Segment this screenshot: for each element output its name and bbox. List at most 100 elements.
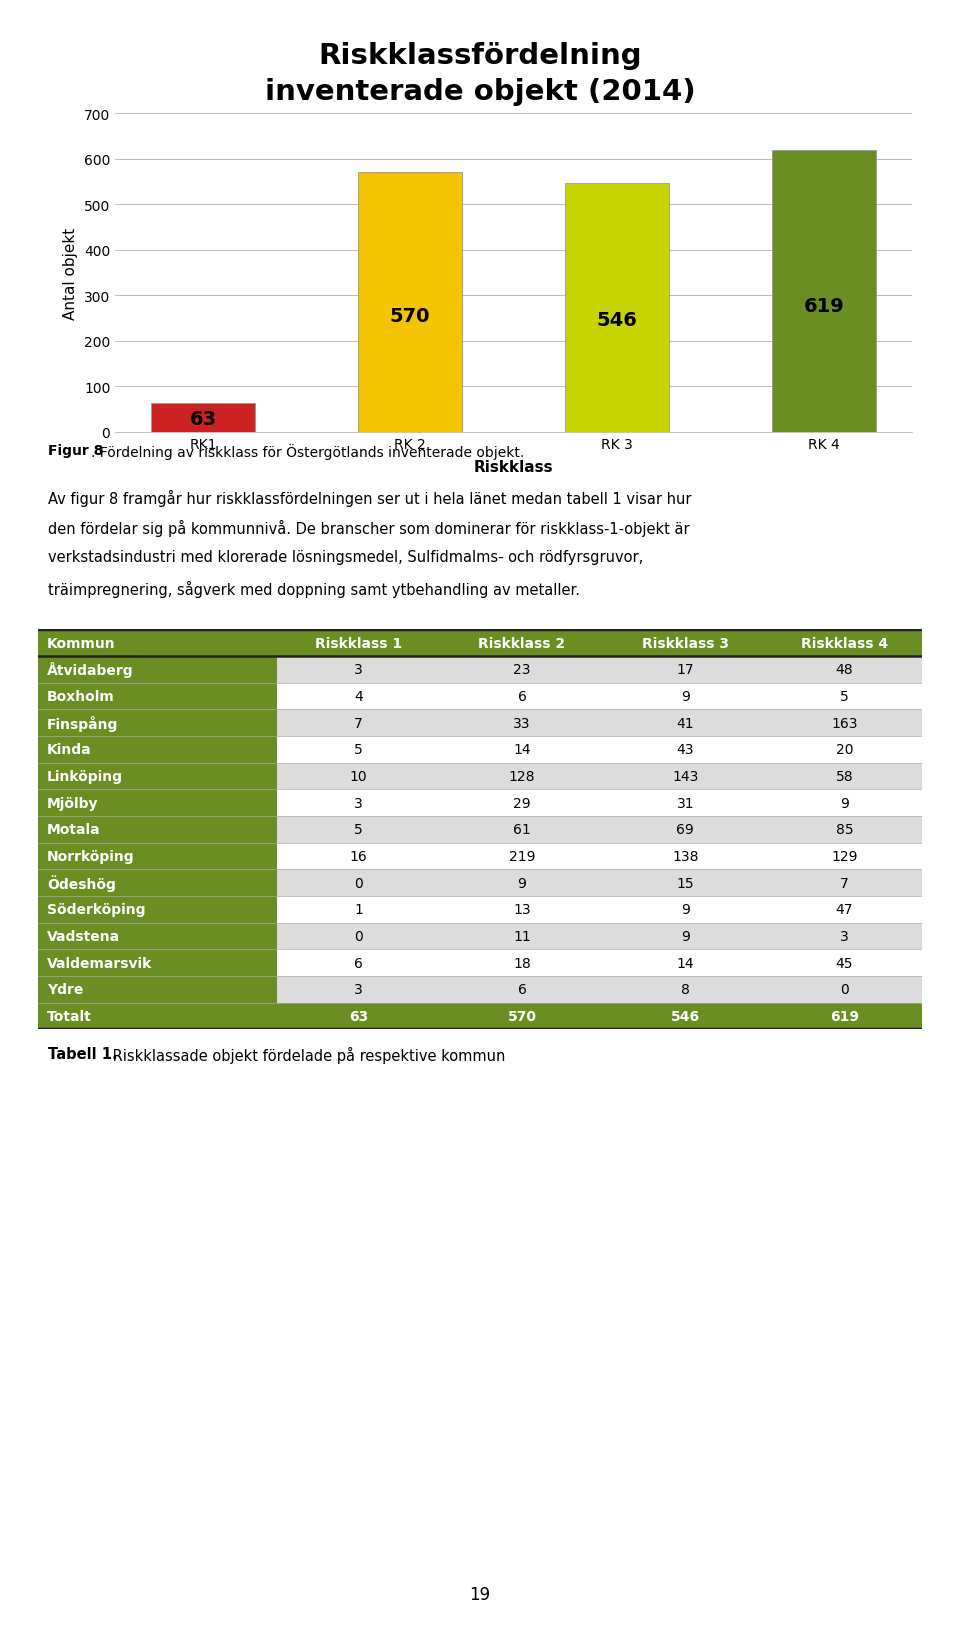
Text: 619: 619 [804, 297, 845, 315]
Bar [276, 684, 441, 710]
Bar [276, 764, 441, 790]
Text: 0: 0 [354, 930, 363, 943]
Text: 3: 3 [840, 930, 849, 943]
Bar [38, 896, 276, 924]
Text: 138: 138 [672, 850, 699, 863]
Bar [441, 924, 604, 950]
Text: 5: 5 [354, 823, 363, 837]
Bar [38, 924, 276, 950]
Bar [565, 184, 669, 432]
Text: Riskklass 2: Riskklass 2 [478, 636, 565, 650]
Bar [276, 896, 441, 924]
Text: Riskklass 1: Riskklass 1 [315, 636, 402, 650]
Text: 61: 61 [513, 823, 531, 837]
Text: 6: 6 [517, 982, 526, 997]
Bar [276, 950, 441, 976]
Text: Ödeshög: Ödeshög [47, 875, 116, 891]
Text: Finspång: Finspång [47, 715, 119, 731]
Bar [767, 870, 922, 896]
Text: 18: 18 [513, 956, 531, 969]
Bar [276, 656, 441, 684]
Bar [38, 764, 276, 790]
Bar [276, 736, 441, 764]
Text: 63: 63 [348, 1010, 369, 1023]
Text: 219: 219 [509, 850, 536, 863]
Text: 41: 41 [677, 716, 694, 730]
Text: 20: 20 [835, 743, 853, 757]
Text: 85: 85 [835, 823, 853, 837]
Bar [441, 736, 604, 764]
Text: 619: 619 [829, 1010, 859, 1023]
Bar [441, 656, 604, 684]
Text: 9: 9 [681, 902, 690, 917]
Bar [38, 950, 276, 976]
Text: Ydre: Ydre [47, 982, 84, 997]
Bar [38, 736, 276, 764]
Text: 58: 58 [835, 770, 853, 783]
Bar [276, 844, 441, 870]
Text: Tabell 1.: Tabell 1. [48, 1046, 118, 1061]
Text: 0: 0 [840, 982, 849, 997]
Bar [767, 736, 922, 764]
Text: . Fördelning av riskklass för Östergötlands inventerade objekt.: . Fördelning av riskklass för Östergötla… [91, 444, 524, 460]
Text: 163: 163 [831, 716, 857, 730]
Bar [38, 790, 276, 816]
Text: 5: 5 [354, 743, 363, 757]
Text: 0: 0 [354, 876, 363, 889]
Text: 143: 143 [672, 770, 699, 783]
Bar [38, 684, 276, 710]
Bar [276, 790, 441, 816]
Text: 8: 8 [681, 982, 690, 997]
Text: 69: 69 [677, 823, 694, 837]
Text: 9: 9 [517, 876, 526, 889]
Bar [767, 844, 922, 870]
Text: Kinda: Kinda [47, 743, 92, 757]
Text: 33: 33 [514, 716, 531, 730]
Bar [604, 790, 767, 816]
Text: Söderköping: Söderköping [47, 902, 146, 917]
Text: 128: 128 [509, 770, 536, 783]
Text: Totalt: Totalt [47, 1010, 92, 1023]
Bar [441, 896, 604, 924]
Bar [441, 816, 604, 844]
Bar [38, 1004, 276, 1030]
Bar [767, 950, 922, 976]
Bar [38, 816, 276, 844]
Bar [441, 764, 604, 790]
Text: Riskklassfördelning: Riskklassfördelning [318, 42, 642, 70]
Text: 19: 19 [469, 1585, 491, 1603]
Text: Figur 8: Figur 8 [48, 444, 104, 459]
Text: 6: 6 [517, 690, 526, 703]
Bar [604, 684, 767, 710]
Bar [38, 656, 276, 684]
Text: inventerade objekt (2014): inventerade objekt (2014) [265, 78, 695, 106]
Text: 63: 63 [189, 410, 217, 429]
Bar [604, 870, 767, 896]
Text: 23: 23 [514, 663, 531, 677]
Bar [152, 403, 255, 432]
Text: 14: 14 [514, 743, 531, 757]
Bar [604, 630, 767, 656]
Text: den fördelar sig på kommunnivå. De branscher som dominerar för riskklass-1-objek: den fördelar sig på kommunnivå. De brans… [48, 519, 689, 537]
Text: Riskklassade objekt fördelade på respektive kommun: Riskklassade objekt fördelade på respekt… [108, 1046, 506, 1062]
Text: 10: 10 [349, 770, 368, 783]
Text: Av figur 8 framgår hur riskklassfördelningen ser ut i hela länet medan tabell 1 : Av figur 8 framgår hur riskklassfördelni… [48, 490, 691, 506]
Bar [604, 1004, 767, 1030]
Text: 546: 546 [671, 1010, 700, 1023]
Text: Mjölby: Mjölby [47, 796, 99, 809]
Bar [767, 896, 922, 924]
Text: Riskklass 4: Riskklass 4 [801, 636, 888, 650]
Bar [441, 1004, 604, 1030]
Bar [276, 870, 441, 896]
Text: 29: 29 [514, 796, 531, 809]
Y-axis label: Antal objekt: Antal objekt [63, 227, 79, 320]
Bar [441, 710, 604, 736]
Bar [767, 1004, 922, 1030]
Text: 16: 16 [349, 850, 368, 863]
Text: Riskklass 3: Riskklass 3 [642, 636, 729, 650]
X-axis label: Riskklass: Riskklass [474, 460, 553, 475]
Bar [767, 710, 922, 736]
Text: 11: 11 [513, 930, 531, 943]
Bar [767, 816, 922, 844]
Bar [441, 844, 604, 870]
